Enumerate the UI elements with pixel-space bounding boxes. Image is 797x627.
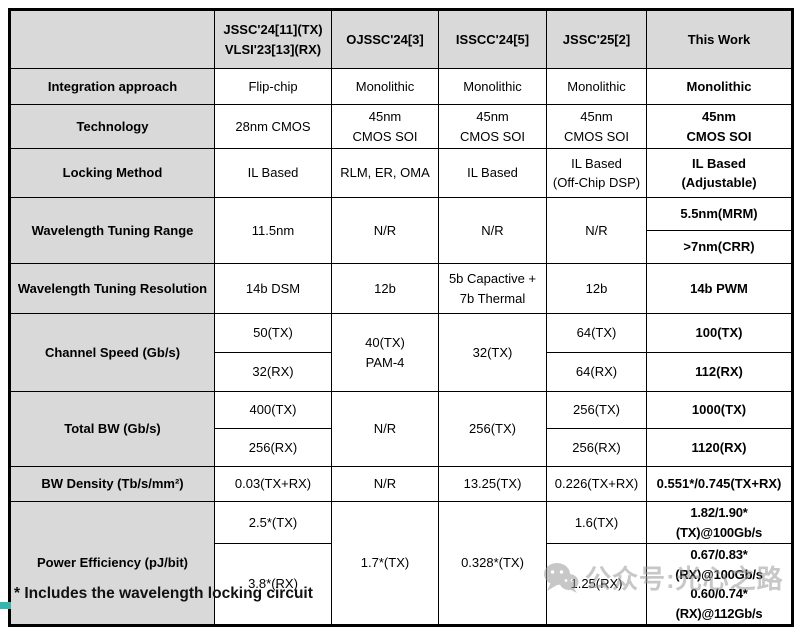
- table-cell: 0.328*(TX): [438, 501, 547, 626]
- table-cell: IL Based: [214, 148, 332, 198]
- table-cell: Monolithic: [438, 68, 547, 105]
- col-header-jssc25: JSSC'25[2]: [546, 9, 647, 69]
- table-cell-this-work: 0.551*/0.745(TX+RX): [646, 466, 793, 502]
- table-cell-this-work: 0.67/0.83*(RX)@100Gb/s 0.60/0.74*(RX)@11…: [646, 543, 793, 626]
- table-cell-this-work: Monolithic: [646, 68, 793, 105]
- table-cell: Flip-chip: [214, 68, 332, 105]
- table-cell: 32(TX): [438, 313, 547, 392]
- row-label: Wavelength Tuning Resolution: [9, 263, 215, 314]
- table-cell-this-work: 45nm CMOS SOI: [646, 104, 793, 149]
- corner-cell: [9, 9, 215, 69]
- table-cell: Monolithic: [331, 68, 439, 105]
- table-cell: 256(TX): [438, 391, 547, 467]
- col-header-ojssc24: OJSSC'24[3]: [331, 9, 439, 69]
- table-cell: 256(TX): [546, 391, 647, 429]
- table-cell-this-work: 1000(TX): [646, 391, 793, 429]
- table-cell-this-work: >7nm(CRR): [646, 230, 793, 264]
- table-cell: 5b Capactive + 7b Thermal: [438, 263, 547, 314]
- table-cell-this-work: 100(TX): [646, 313, 793, 353]
- table-cell: 12b: [331, 263, 439, 314]
- table-cell-this-work: 112(RX): [646, 352, 793, 392]
- row-channel-speed-sub: 32(RX) 64(RX) 112(RX): [10, 352, 793, 392]
- table-cell: N/R: [546, 197, 647, 264]
- table-cell: 45nm CMOS SOI: [546, 104, 647, 149]
- table-cell: 0.03(TX+RX): [214, 466, 332, 502]
- table-cell: 256(RX): [214, 428, 332, 467]
- table-cell-this-work: 1120(RX): [646, 428, 793, 467]
- row-total-bw: Total BW (Gb/s) 400(TX) N/R 256(TX) 256(…: [9, 391, 793, 467]
- col-header-isscc24: ISSCC'24[5]: [438, 9, 547, 69]
- table-cell: N/R: [331, 466, 439, 502]
- table-cell: 28nm CMOS: [214, 104, 332, 149]
- table-cell: 12b: [546, 263, 647, 314]
- row-label: Power Efficiency (pJ/bit): [9, 501, 215, 626]
- table-cell: 13.25(TX): [438, 466, 547, 502]
- table-cell: 1.7*(TX): [331, 501, 439, 626]
- row-label: Integration approach: [9, 68, 215, 105]
- table-cell: 256(RX): [546, 428, 647, 467]
- col-header-this-work: This Work: [646, 9, 793, 69]
- table-cell: IL Based: [438, 148, 547, 198]
- table-cell: 2.5*(TX): [214, 501, 332, 544]
- row-label: Locking Method: [9, 148, 215, 198]
- footnote: * Includes the wavelength locking circui…: [14, 585, 313, 602]
- table-cell: 14b DSM: [214, 263, 332, 314]
- row-bw-density: BW Density (Tb/s/mm²) 0.03(TX+RX) N/R 13…: [9, 466, 793, 502]
- table-cell: RLM, ER, OMA: [331, 148, 439, 198]
- table-cell: 1.6(TX): [546, 501, 647, 544]
- table-cell: 0.226(TX+RX): [546, 466, 647, 502]
- table-cell: N/R: [331, 391, 439, 467]
- row-channel-speed: Channel Speed (Gb/s) 50(TX) 40(TX) PAM-4…: [9, 313, 793, 392]
- row-power-efficiency: Power Efficiency (pJ/bit) 2.5*(TX) 1.7*(…: [9, 501, 793, 626]
- table-cell: 1.25(RX): [546, 543, 647, 626]
- table-cell-this-work: IL Based (Adjustable): [646, 148, 793, 198]
- row-wavelength-tuning-range: Wavelength Tuning Range 11.5nm N/R N/R N…: [9, 197, 793, 264]
- row-wavelength-tuning-resolution: Wavelength Tuning Resolution 14b DSM 12b…: [9, 263, 793, 314]
- table-cell: 50(TX): [214, 313, 332, 353]
- table-cell: 45nm CMOS SOI: [331, 104, 439, 149]
- col-header-jssc24-vlsi23: JSSC'24[11](TX) VLSI'23[13](RX): [214, 9, 332, 69]
- table-cell: IL Based (Off-Chip DSP): [546, 148, 647, 198]
- page: { "header": { "cells": [ "", "JSSC'24[11…: [0, 8, 794, 627]
- table-cell-this-work: 5.5nm(MRM): [646, 197, 793, 231]
- corner-artifact: [0, 602, 11, 609]
- table-cell: 400(TX): [214, 391, 332, 429]
- row-label: Wavelength Tuning Range: [9, 197, 215, 264]
- table-cell: 64(TX): [546, 313, 647, 353]
- row-label: Channel Speed (Gb/s): [9, 313, 215, 392]
- row-total-bw-sub: 256(RX) 256(RX) 1120(RX): [10, 428, 793, 467]
- row-label: Total BW (Gb/s): [9, 391, 215, 467]
- table-cell: N/R: [438, 197, 547, 264]
- row-technology: Technology 28nm CMOS 45nm CMOS SOI 45nm …: [9, 104, 793, 149]
- table-cell: 32(RX): [214, 352, 332, 392]
- row-label: Technology: [9, 104, 215, 149]
- table-cell-this-work: 1.82/1.90*(TX)@100Gb/s: [646, 501, 793, 544]
- row-label: BW Density (Tb/s/mm²): [9, 466, 215, 502]
- table-cell-this-work: 14b PWM: [646, 263, 793, 314]
- table-cell: N/R: [331, 197, 439, 264]
- row-wavelength-tuning-range-sub: >7nm(CRR): [10, 230, 793, 264]
- table-cell: 40(TX) PAM-4: [331, 313, 439, 392]
- table-cell: 45nm CMOS SOI: [438, 104, 547, 149]
- row-integration-approach: Integration approach Flip-chip Monolithi…: [9, 68, 793, 105]
- table-cell: Monolithic: [546, 68, 647, 105]
- comparison-table: JSSC'24[11](TX) VLSI'23[13](RX) OJSSC'24…: [8, 8, 794, 627]
- table-cell: 11.5nm: [214, 197, 332, 264]
- row-locking-method: Locking Method IL Based RLM, ER, OMA IL …: [9, 148, 793, 198]
- table-header-row: JSSC'24[11](TX) VLSI'23[13](RX) OJSSC'24…: [9, 9, 793, 69]
- table-cell: 64(RX): [546, 352, 647, 392]
